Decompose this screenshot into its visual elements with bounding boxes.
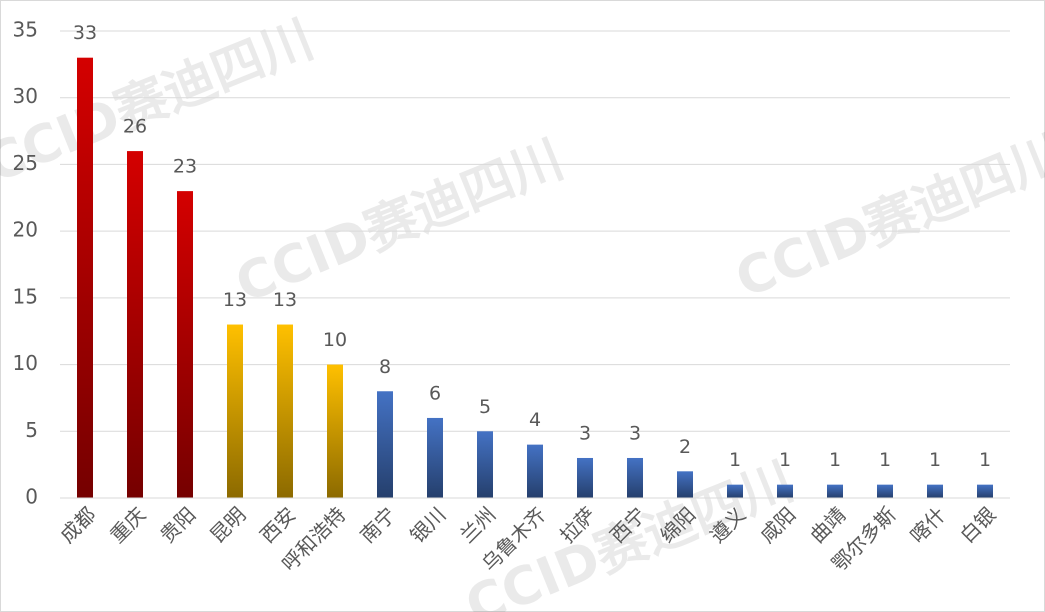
y-tick-label: 20 — [13, 218, 38, 242]
y-tick-label: 15 — [13, 284, 38, 308]
bar — [777, 484, 793, 498]
value-label: 10 — [323, 329, 347, 351]
bar — [977, 484, 993, 498]
value-label: 5 — [479, 396, 491, 418]
y-tick-label: 0 — [25, 485, 38, 509]
value-label: 1 — [979, 449, 991, 471]
bar — [877, 484, 893, 498]
value-label: 1 — [879, 449, 891, 471]
bar — [127, 151, 143, 499]
value-label: 1 — [729, 449, 741, 471]
bar — [627, 457, 643, 498]
value-label: 2 — [679, 436, 691, 458]
bar — [377, 391, 393, 498]
value-label: 3 — [629, 422, 641, 444]
y-tick-label: 10 — [13, 351, 38, 375]
value-label: 6 — [429, 382, 441, 404]
bar — [177, 191, 193, 498]
bar — [827, 484, 843, 498]
bar — [77, 57, 93, 498]
value-label: 13 — [223, 289, 247, 311]
bar — [277, 324, 293, 498]
bar — [927, 484, 943, 498]
value-label: 23 — [173, 156, 197, 178]
bar — [427, 417, 443, 498]
value-label: 33 — [73, 22, 97, 44]
value-label: 1 — [929, 449, 941, 471]
bar — [477, 431, 493, 498]
value-label: 4 — [529, 409, 541, 431]
bar — [727, 484, 743, 498]
bar — [327, 364, 343, 498]
value-label: 13 — [273, 289, 297, 311]
value-label: 26 — [123, 116, 147, 138]
value-label: 1 — [829, 449, 841, 471]
value-label: 3 — [579, 422, 591, 444]
y-tick-label: 35 — [13, 18, 38, 42]
bar — [677, 471, 693, 498]
value-label: 8 — [379, 356, 391, 378]
y-tick-label: 5 — [25, 418, 38, 442]
y-tick-label: 30 — [13, 84, 38, 108]
bar — [527, 444, 543, 498]
bar — [227, 324, 243, 498]
value-label: 1 — [779, 449, 791, 471]
y-tick-label: 25 — [13, 151, 38, 175]
bar — [577, 457, 593, 498]
